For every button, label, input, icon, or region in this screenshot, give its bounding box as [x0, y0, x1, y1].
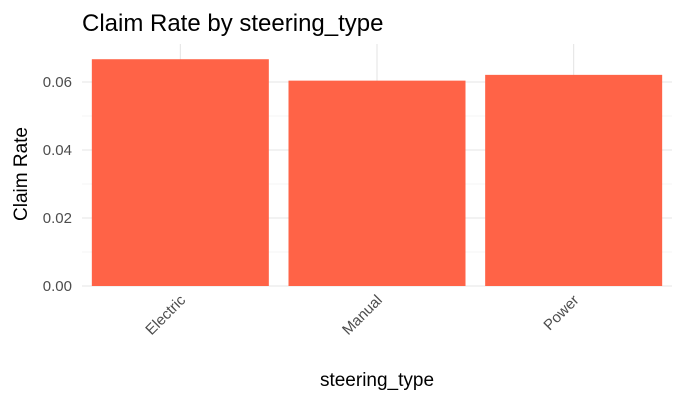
x-axis-ticks: Electric Manual Power: [142, 291, 582, 338]
y-tick-label: 0.00: [43, 278, 72, 295]
y-tick-label: 0.06: [43, 74, 72, 91]
bar-manual: [288, 80, 466, 286]
y-axis-title: Claim Rate: [11, 127, 32, 221]
y-tick-label: 0.04: [43, 142, 72, 159]
bars: [91, 59, 663, 286]
bar-electric: [91, 59, 269, 286]
x-tick-label: Electric: [142, 291, 189, 338]
x-axis-title: steering_type: [320, 370, 434, 391]
x-tick-label: Power: [540, 292, 582, 334]
y-tick-label: 0.02: [43, 210, 72, 227]
bar-power: [485, 74, 663, 286]
x-tick-label: Manual: [339, 292, 386, 339]
y-axis-ticks: 0.00 0.02 0.04 0.06: [43, 74, 72, 295]
chart-title: Claim Rate by steering_type: [82, 10, 383, 37]
